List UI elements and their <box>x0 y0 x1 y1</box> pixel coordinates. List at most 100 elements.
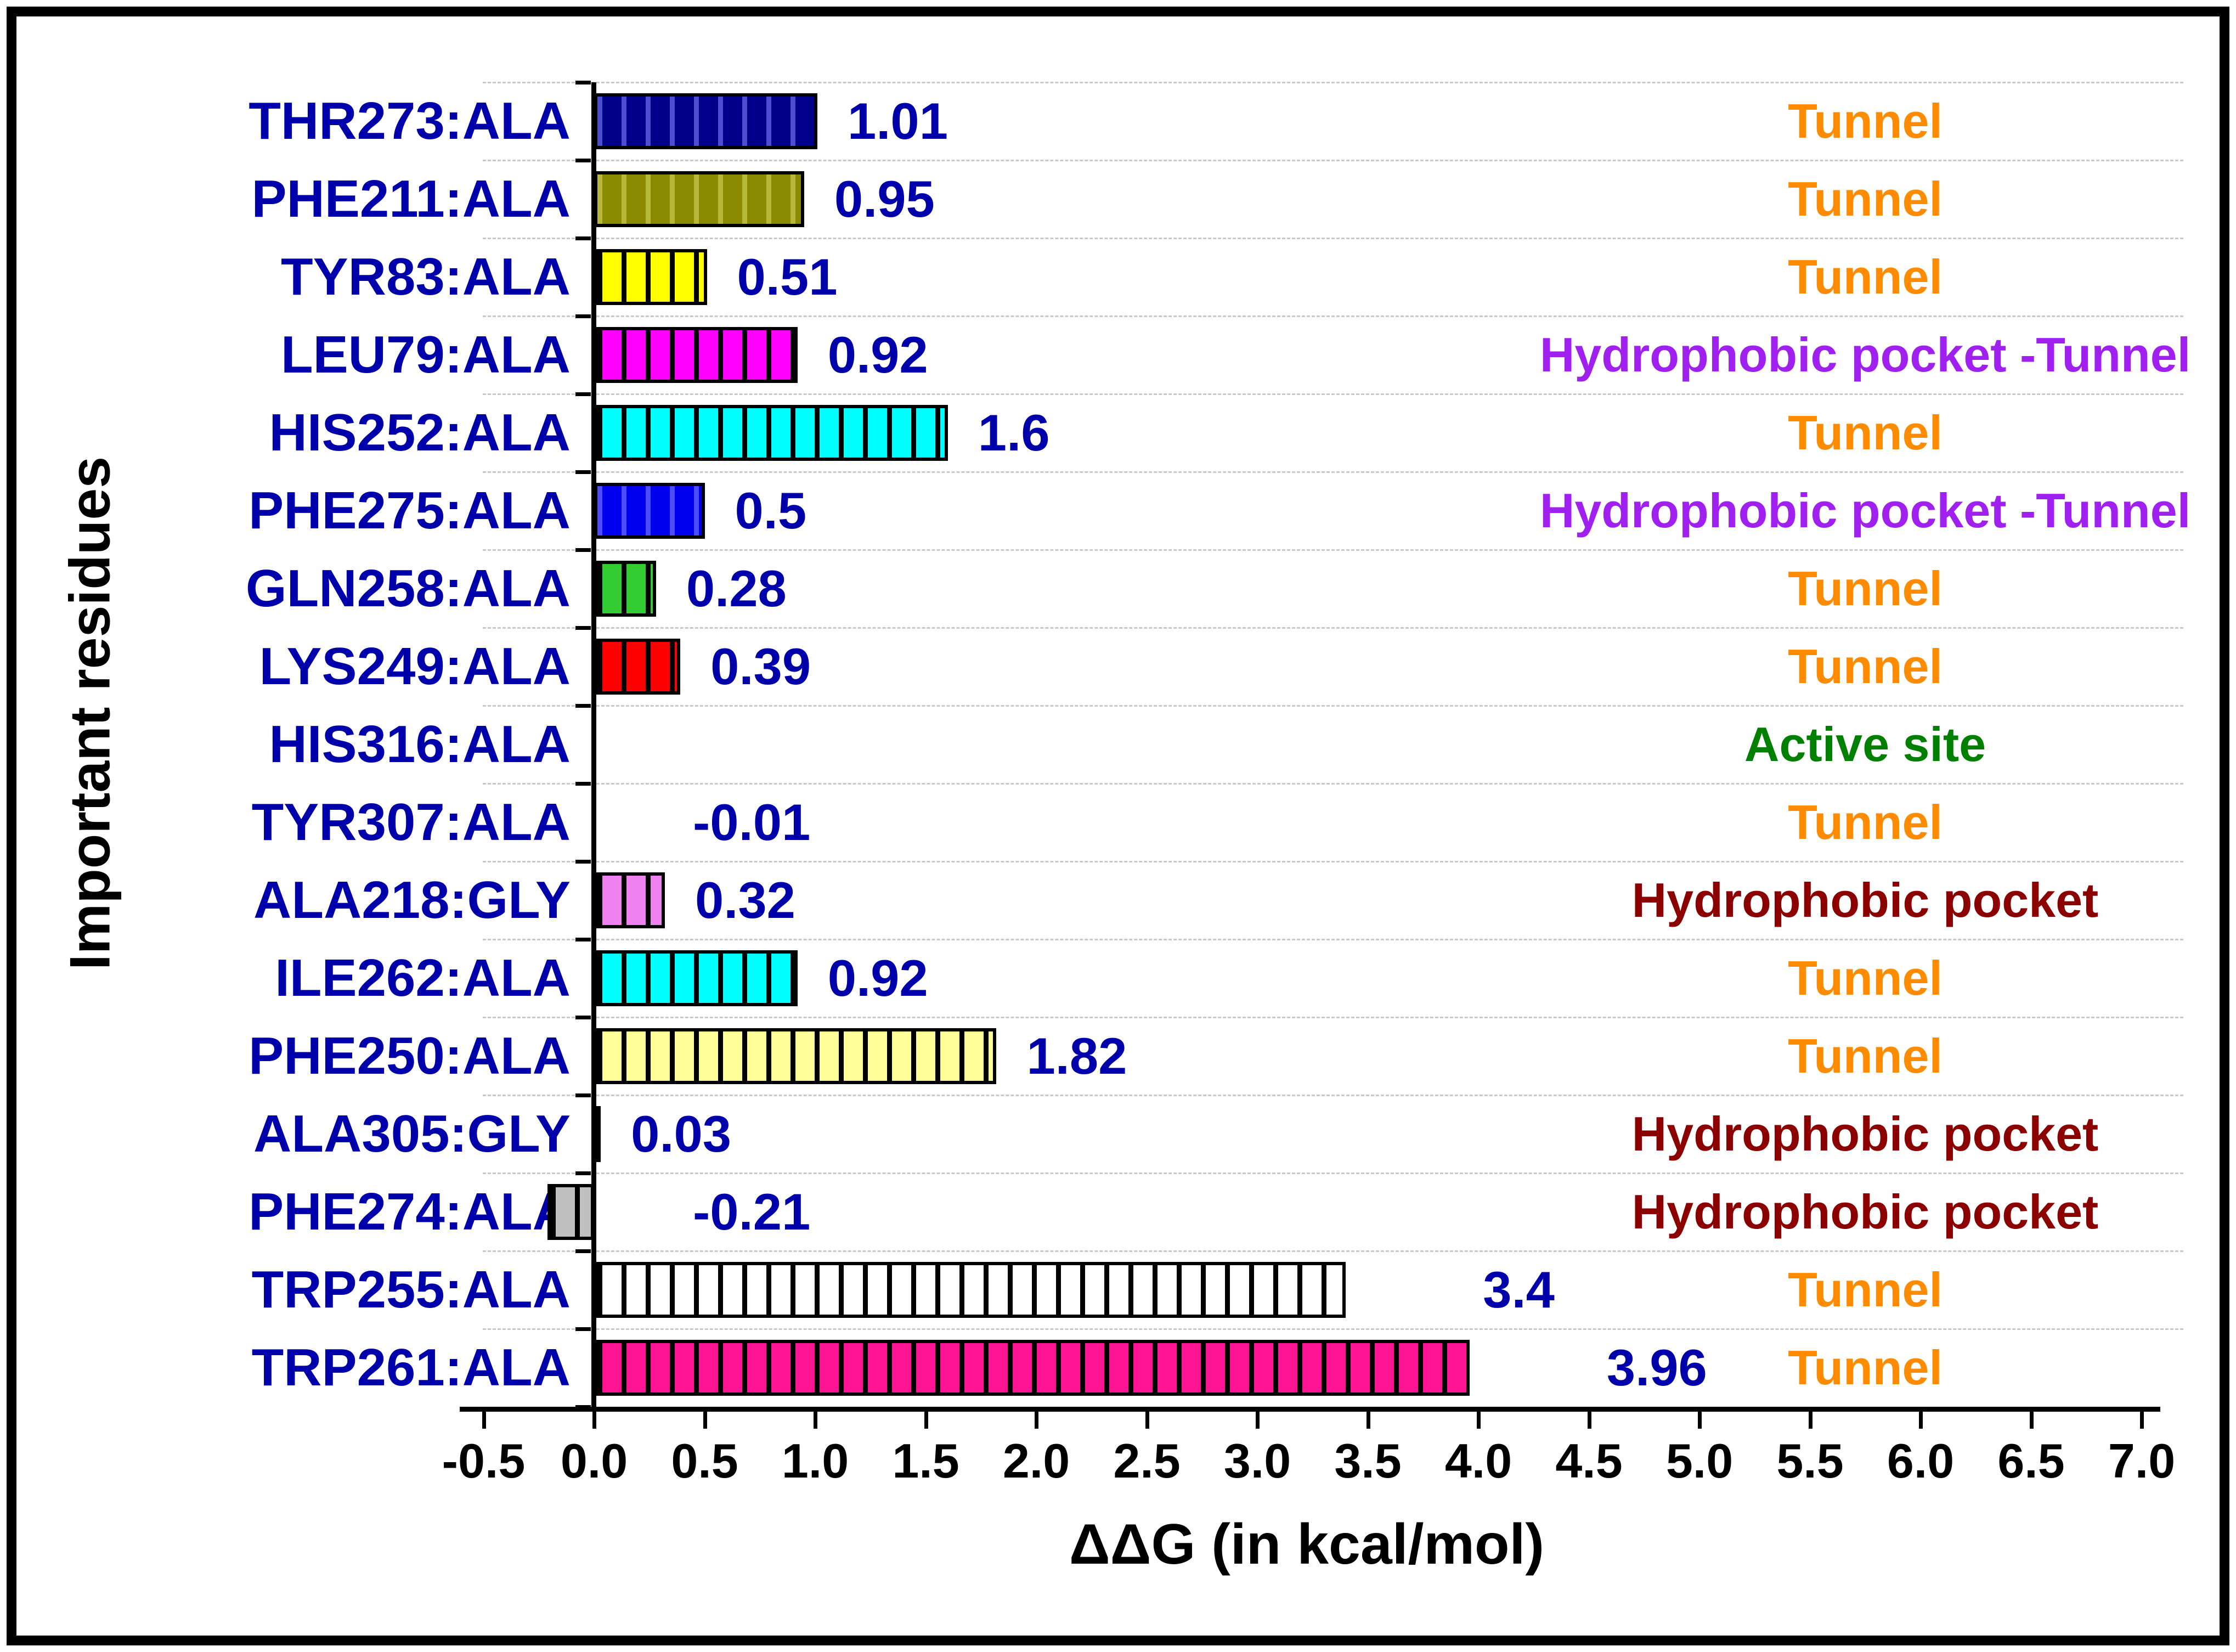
y-axis-tick <box>575 1171 591 1175</box>
value-label: 0.92 <box>827 326 928 384</box>
residue-label: TYR307:ALA <box>251 793 571 852</box>
value-label: 0.03 <box>631 1105 732 1163</box>
x-tick-label: 1.0 <box>781 1434 849 1488</box>
residue-label: ALA305:GLY <box>253 1104 571 1163</box>
bar <box>594 950 798 1006</box>
x-axis-tick <box>1587 1410 1591 1429</box>
y-axis-tick <box>575 470 591 474</box>
x-tick-label: -0.5 <box>442 1434 526 1488</box>
x-axis-tick <box>1256 1410 1260 1429</box>
x-axis-tick <box>1145 1410 1149 1429</box>
bar <box>594 249 707 305</box>
x-axis-tick <box>1919 1410 1923 1429</box>
gridline <box>483 939 2183 940</box>
residue-label: PHE274:ALA <box>249 1182 571 1241</box>
x-tick-label: 6.0 <box>1887 1434 1955 1488</box>
residue-label: PHE275:ALA <box>249 481 571 540</box>
gridline <box>483 705 2183 707</box>
y-axis-tick <box>575 1249 591 1253</box>
gridline <box>483 1250 2183 1252</box>
x-tick-label: 4.0 <box>1444 1434 1512 1488</box>
category-label: Tunnel <box>1788 1262 1943 1317</box>
bar <box>594 639 681 695</box>
y-axis-tick <box>575 782 591 786</box>
gridline <box>483 393 2183 395</box>
category-label: Active site <box>1744 717 1986 771</box>
y-axis-tick <box>575 1093 591 1097</box>
bar <box>594 1028 997 1084</box>
value-label: -0.21 <box>693 1183 811 1241</box>
x-axis-tick <box>482 1410 486 1429</box>
residue-label: LYS249:ALA <box>259 637 571 696</box>
bar <box>594 171 804 227</box>
category-label: Tunnel <box>1788 795 1943 849</box>
x-axis-title: ΔΔG (in kcal/mol) <box>1069 1513 1545 1576</box>
x-axis-tick <box>2140 1410 2144 1429</box>
y-axis-title: Important residues <box>58 456 122 971</box>
x-axis-tick <box>1698 1410 1702 1429</box>
x-axis-tick <box>1035 1410 1038 1429</box>
gridline <box>483 1017 2183 1018</box>
residue-label: THR273:ALA <box>249 92 571 150</box>
y-axis-tick <box>575 81 591 84</box>
x-axis-tick <box>1477 1410 1481 1429</box>
gridline <box>483 315 2183 317</box>
value-label: -0.01 <box>693 793 811 851</box>
residue-label: LEU79:ALA <box>280 325 571 384</box>
category-label: Hydrophobic pocket <box>1631 873 2099 927</box>
gridline <box>483 627 2183 629</box>
bar <box>594 872 665 928</box>
y-axis-tick <box>575 236 591 240</box>
y-axis-tick <box>575 704 591 708</box>
residue-label: ILE262:ALA <box>275 949 571 1007</box>
y-axis-tick <box>575 548 591 552</box>
bar <box>594 561 656 617</box>
x-tick-label: 1.5 <box>892 1434 959 1488</box>
value-label: 1.82 <box>1026 1027 1127 1085</box>
bar <box>547 1184 594 1240</box>
y-axis-tick <box>575 938 591 941</box>
x-tick-label: 4.5 <box>1555 1434 1623 1488</box>
gridline <box>483 861 2183 862</box>
x-tick-label: 2.0 <box>1002 1434 1070 1488</box>
residue-label: GLN258:ALA <box>245 559 571 618</box>
gridline <box>483 82 2183 83</box>
y-axis-line <box>591 82 596 1407</box>
value-label: 0.92 <box>827 949 928 1007</box>
x-axis-tick <box>814 1410 817 1429</box>
residue-label: TYR83:ALA <box>280 247 571 306</box>
gridline <box>483 238 2183 239</box>
category-label: Tunnel <box>1788 951 1943 1005</box>
x-axis-tick <box>1366 1410 1370 1429</box>
y-axis-tick <box>575 1327 591 1331</box>
value-label: 3.96 <box>1606 1339 1707 1396</box>
x-tick-label: 3.0 <box>1223 1434 1291 1488</box>
value-label: 0.51 <box>737 248 838 306</box>
residue-label: TRP255:ALA <box>251 1260 571 1319</box>
y-axis-tick <box>575 392 591 396</box>
bar <box>594 405 948 461</box>
gridline <box>483 783 2183 785</box>
category-label: Hydrophobic pocket -Tunnel <box>1539 328 2191 382</box>
bar <box>594 93 818 149</box>
y-axis-tick <box>575 626 591 630</box>
residue-label: PHE211:ALA <box>251 170 571 228</box>
category-label: Tunnel <box>1788 250 1943 304</box>
gridline <box>483 471 2183 473</box>
residue-label: TRP261:ALA <box>251 1338 571 1397</box>
bar <box>594 1106 601 1162</box>
x-axis-tick <box>703 1410 707 1429</box>
residue-label: HIS252:ALA <box>269 403 571 462</box>
gridline <box>483 1172 2183 1174</box>
category-label: Tunnel <box>1788 405 1943 460</box>
category-label: Tunnel <box>1788 561 1943 616</box>
residue-label: PHE250:ALA <box>249 1027 571 1085</box>
x-axis-tick <box>924 1410 928 1429</box>
x-axis-tick <box>592 1410 596 1429</box>
x-tick-label: 5.5 <box>1776 1434 1844 1488</box>
x-tick-label: 0.5 <box>671 1434 738 1488</box>
residue-label: HIS316:ALA <box>269 715 571 774</box>
bar <box>594 483 705 539</box>
category-label: Tunnel <box>1788 639 1943 693</box>
